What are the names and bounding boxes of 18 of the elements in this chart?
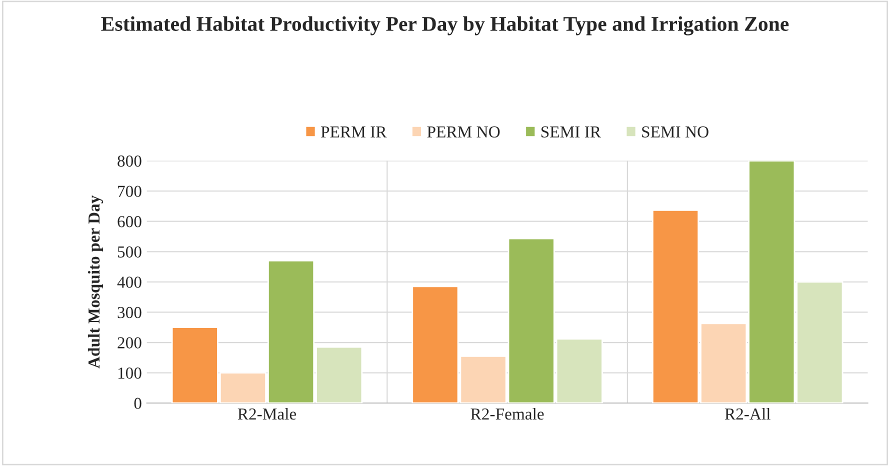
legend-label: PERM IR (321, 126, 387, 138)
x-tick-label: R2-Male (238, 408, 296, 420)
legend-label: PERM NO (427, 126, 500, 138)
y-tick-label: 400 (117, 276, 142, 288)
y-tick-label: 100 (118, 368, 142, 379)
chart-title: Estimated Habitat Productivity Per Day by Habitat Type and Irrigation Zone (101, 16, 789, 36)
y-tick-label: 700 (118, 186, 142, 198)
y-tick-label: 600 (118, 216, 142, 228)
legend-label: SEMI NO (642, 126, 708, 138)
x-tick-label: R2-All (724, 408, 770, 420)
y-tick-label: 800 (118, 155, 142, 167)
x-tick-label: R2-Female (470, 408, 544, 420)
y-tick-label: 300 (118, 306, 142, 318)
y-tick-label: 200 (118, 337, 142, 348)
y-tick-label: 0 (134, 398, 142, 410)
legend-label: SEMI IR (541, 126, 601, 138)
y-axis-title: Adult Mosquito per Day (88, 195, 104, 368)
y-tick-label: 500 (118, 246, 142, 258)
